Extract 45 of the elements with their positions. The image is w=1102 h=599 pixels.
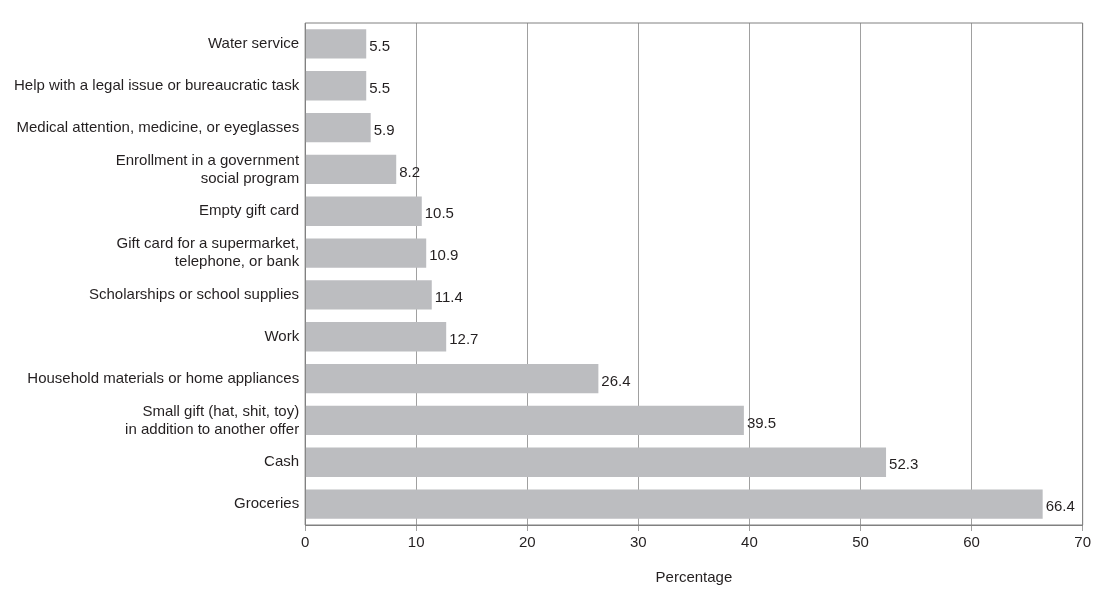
x-axis-title: Percentage [655,568,733,586]
bar [305,29,367,59]
data-label: 66.4 [1045,497,1075,515]
y-tick-label: Groceries [234,494,300,512]
data-label: 12.7 [449,329,479,347]
data-label: 8.2 [399,162,421,180]
x-tick-label: 40 [741,533,758,551]
y-tick-label: Enrollment in a government social program [115,150,300,186]
y-tick-label: Scholarships or school supplies [89,285,300,303]
bar [305,238,427,268]
bar [305,196,422,226]
x-tick-label: 70 [1074,533,1091,551]
bar [305,447,887,477]
data-label: 5.5 [369,78,391,96]
data-label: 11.4 [434,288,463,306]
bar [305,71,367,101]
y-tick-label: Household materials or home appliances [27,368,300,386]
bar [305,363,599,394]
y-tick-label: Empty gift card [199,201,300,219]
data-label: 26.4 [601,371,631,389]
y-tick-label: Water service [208,34,300,52]
bar [305,489,1043,519]
y-tick-label: Medical attention, medicine, or eyeglasses [16,117,300,135]
y-tick-label: Small gift (hat, shit, toy) in addition to another offer [125,401,300,437]
data-label: 10.5 [424,204,454,222]
bar [305,112,371,143]
data-label: 10.9 [429,246,459,264]
data-label: 5.5 [369,37,391,55]
data-label: 39.5 [746,413,777,431]
data-label: 52.3 [889,455,919,473]
bar [305,280,432,310]
y-tick-label: Help with a legal issue or bureaucratic task [14,75,300,93]
bar [305,405,744,436]
x-tick-label: 50 [852,533,869,551]
x-tick-label: 30 [630,533,647,551]
bar [305,322,447,352]
x-tick-label: 20 [518,533,536,551]
x-tick-label: 60 [963,533,980,551]
y-tick-label: Cash [264,452,300,470]
data-label: 5.9 [373,120,395,138]
y-tick-label: Work [264,326,300,344]
x-tick-label: 10 [407,533,425,551]
bar [305,154,397,185]
x-tick-label: 0 [300,533,310,551]
y-tick-label: Gift card for a supermarket, telephone, or bank [116,234,300,270]
